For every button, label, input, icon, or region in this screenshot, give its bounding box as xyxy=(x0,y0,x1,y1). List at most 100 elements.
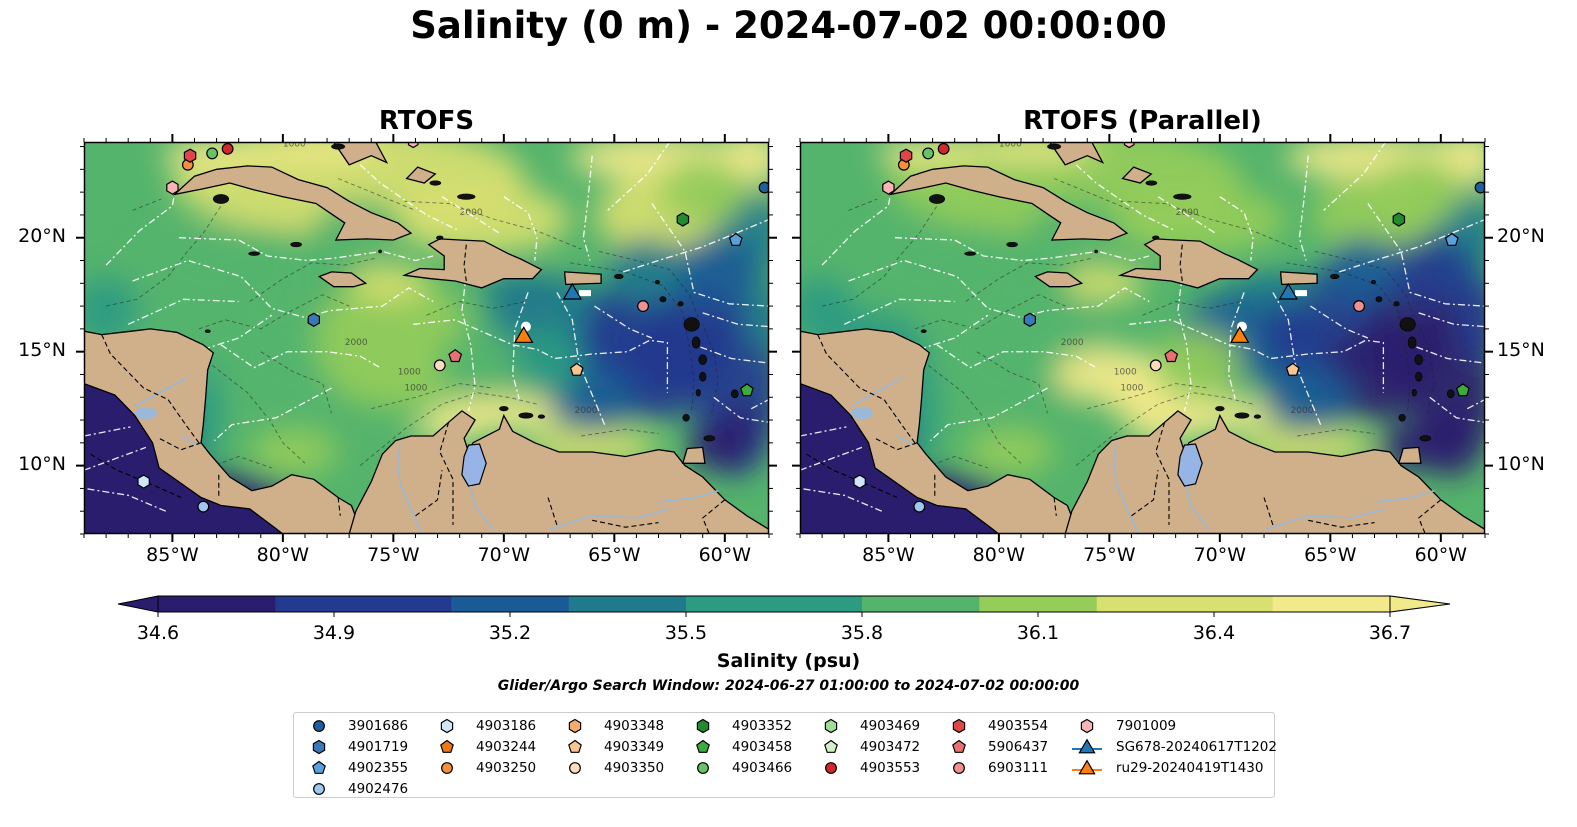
marker-ru29-20240419T1430 xyxy=(1230,326,1250,343)
land xyxy=(84,142,769,534)
legend-label: 3901686 xyxy=(348,717,409,734)
marker-4903350 xyxy=(1149,359,1162,372)
lon-tick-label: 85°W xyxy=(862,544,915,566)
svg-text:2000: 2000 xyxy=(345,338,368,348)
legend-label: 4903466 xyxy=(732,759,793,776)
marker-4903553 xyxy=(937,142,950,155)
legend-label: 4903350 xyxy=(604,759,665,776)
marker-4903352 xyxy=(1392,212,1406,227)
colorbar-segment xyxy=(568,596,628,612)
marker-ru29-20240419T1430 xyxy=(514,326,534,343)
colorbar-segment xyxy=(627,596,687,612)
legend-item: 4903186 xyxy=(432,715,536,736)
colorbar-segment xyxy=(1272,596,1332,612)
land-hispaniola xyxy=(401,238,543,289)
land-cuba xyxy=(172,165,413,241)
lon-tick-label: 85°W xyxy=(146,544,199,566)
legend-marker-icon xyxy=(824,739,838,753)
marker-7901009 xyxy=(882,180,895,195)
svg-text:2000: 2000 xyxy=(1291,406,1314,416)
marker-5906437 xyxy=(448,348,463,363)
search-window-text: Glider/Argo Search Window: 2024-06-27 01… xyxy=(497,678,1080,694)
lake-nicaragua xyxy=(134,407,157,420)
marker-4901719 xyxy=(1023,312,1036,327)
marker-4903350 xyxy=(433,359,446,372)
contour-labels: 1000 1000 2000 2000 2000 1000 xyxy=(999,142,1314,416)
legend-item: 4903348 xyxy=(560,715,664,736)
svg-text:2000: 2000 xyxy=(460,208,483,218)
legend-label: 4902355 xyxy=(348,759,409,776)
colorbar-tick-label: 36.1 xyxy=(1016,622,1060,644)
bathymetry-contours xyxy=(822,178,1435,478)
land xyxy=(800,142,1485,534)
marker-4903553 xyxy=(221,142,234,155)
legend-label: 4901719 xyxy=(348,738,409,755)
marker-4902355 xyxy=(728,232,743,246)
legend-item: 6903111 xyxy=(944,757,1048,778)
lon-tick-label: 60°W xyxy=(1414,544,1468,566)
land-puerto xyxy=(563,271,602,286)
legend-item: 4903466 xyxy=(688,757,792,778)
legend-item: 4903554 xyxy=(944,715,1048,736)
legend-marker-icon xyxy=(696,739,710,753)
legend-item: 4903458 xyxy=(688,736,792,757)
country-borders xyxy=(806,244,1442,534)
svg-text:1000: 1000 xyxy=(398,367,421,377)
legend-marker-icon xyxy=(312,739,326,754)
legend-label: 4903186 xyxy=(476,717,537,734)
land-south xyxy=(348,410,769,534)
legend-marker-icon xyxy=(440,718,454,733)
country-borders xyxy=(90,244,726,534)
legend-label: 4903554 xyxy=(988,717,1049,734)
lake-maracaibo xyxy=(461,443,487,487)
legend-label: 4903352 xyxy=(732,717,793,734)
colorbar-segment xyxy=(744,596,804,612)
legend-item: 4903244 xyxy=(432,736,536,757)
legend-label: 4903472 xyxy=(860,738,921,755)
colorbar-segment xyxy=(392,596,452,612)
legend-marker-icon xyxy=(312,760,326,774)
lat-tick-label-right: 10°N xyxy=(1497,452,1545,475)
legend-item: 3901686 xyxy=(304,715,408,736)
map-panel-rtofs: 1000 1000 2000 2000 2000 1000 xyxy=(76,134,777,542)
marker-3901686 xyxy=(758,181,769,194)
marker-4903554 xyxy=(183,148,197,163)
lat-tick-label-left: 20°N xyxy=(18,224,66,247)
legend-marker-icon xyxy=(696,718,710,733)
colorbar-tick-label: 34.9 xyxy=(312,622,356,644)
marker-4903349 xyxy=(569,362,584,376)
marker-4903349 xyxy=(1285,362,1300,376)
legend-marker-icon xyxy=(824,718,838,733)
marker-4903458 xyxy=(739,383,754,397)
lon-tick-label: 70°W xyxy=(1193,544,1247,566)
legend-item: 4903350 xyxy=(560,757,664,778)
colorbar-frame xyxy=(157,595,1391,613)
legend-marker-icon xyxy=(1072,738,1102,753)
colorbar-max-extend xyxy=(1389,595,1451,613)
marker-4902355 xyxy=(1444,232,1459,246)
svg-text:1000: 1000 xyxy=(283,140,306,150)
lon-tick-label: 80°W xyxy=(256,544,310,566)
land-cuba xyxy=(888,165,1129,241)
marker-4902476 xyxy=(197,500,210,513)
colorbar-min-extend xyxy=(117,595,159,613)
legend-item: 4901719 xyxy=(304,736,408,757)
marker-SG678-20240617T1202 xyxy=(1278,282,1299,300)
land-trinidad xyxy=(681,446,706,464)
colorbar-segment xyxy=(1038,596,1098,612)
map-frame xyxy=(799,141,1486,535)
legend-marker-icon xyxy=(697,761,709,774)
land-bahamas2 xyxy=(405,166,437,184)
map-panel-rtofs-parallel: 1000 1000 2000 2000 2000 1000 xyxy=(792,134,1493,542)
legend-label: SG678-20240617T1202 xyxy=(1116,738,1277,755)
land-bahamas xyxy=(1048,142,1105,166)
lat-tick-label-right: 15°N xyxy=(1497,338,1545,361)
legend-label: 4903244 xyxy=(476,738,537,755)
legend-item: 4903553 xyxy=(816,757,920,778)
lon-tick-label: 70°W xyxy=(477,544,531,566)
land-bahamas2 xyxy=(1121,166,1153,184)
marker-4903186 xyxy=(137,474,150,489)
legend-marker-icon xyxy=(1072,759,1102,774)
legend-label: 4903250 xyxy=(476,759,537,776)
marker-4902476 xyxy=(913,500,926,513)
